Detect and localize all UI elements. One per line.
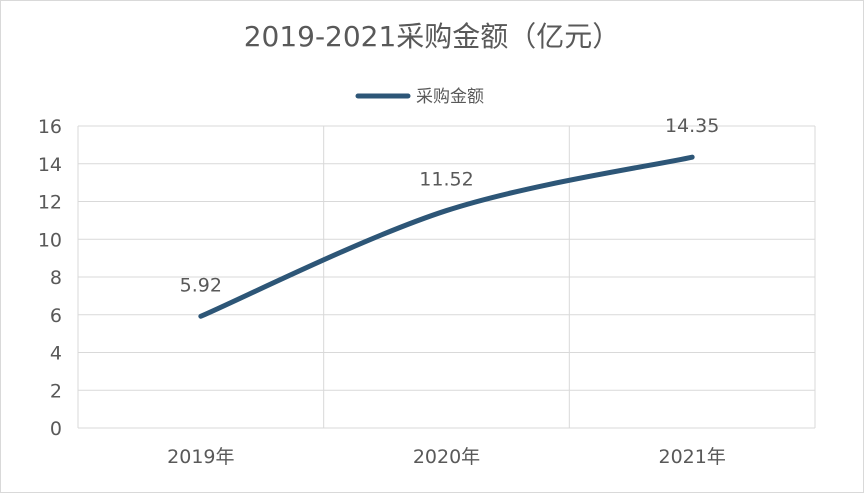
data-labels: 5.92 11.52 14.35	[180, 115, 720, 296]
data-label: 5.92	[180, 274, 222, 296]
y-tick-label: 14	[38, 154, 62, 176]
y-tick-label: 12	[38, 192, 62, 214]
data-label: 11.52	[419, 169, 473, 191]
y-tick-label: 4	[50, 343, 62, 365]
x-tick-label: 2021年	[658, 446, 725, 468]
legend: 采购金额	[355, 87, 484, 107]
x-tick-label: 2019年	[167, 446, 234, 468]
y-tick-label: 16	[38, 116, 62, 138]
y-tick-label: 2	[50, 380, 62, 402]
series-line	[198, 154, 695, 319]
y-tick-label: 6	[50, 305, 62, 327]
y-axis-ticks: 0 2 4 6 8 10 12 14 16	[38, 116, 62, 440]
legend-label: 采购金额	[416, 87, 484, 107]
x-tick-label: 2020年	[413, 446, 480, 468]
y-tick-label: 8	[50, 267, 62, 289]
series-line-0	[198, 154, 695, 319]
y-tick-label: 10	[38, 229, 62, 251]
chart-title: 2019-2021采购金额（亿元）	[244, 20, 621, 53]
y-tick-label: 0	[50, 418, 62, 440]
x-axis-ticks: 2019年 2020年 2021年	[167, 446, 726, 468]
data-label: 14.35	[665, 115, 719, 137]
